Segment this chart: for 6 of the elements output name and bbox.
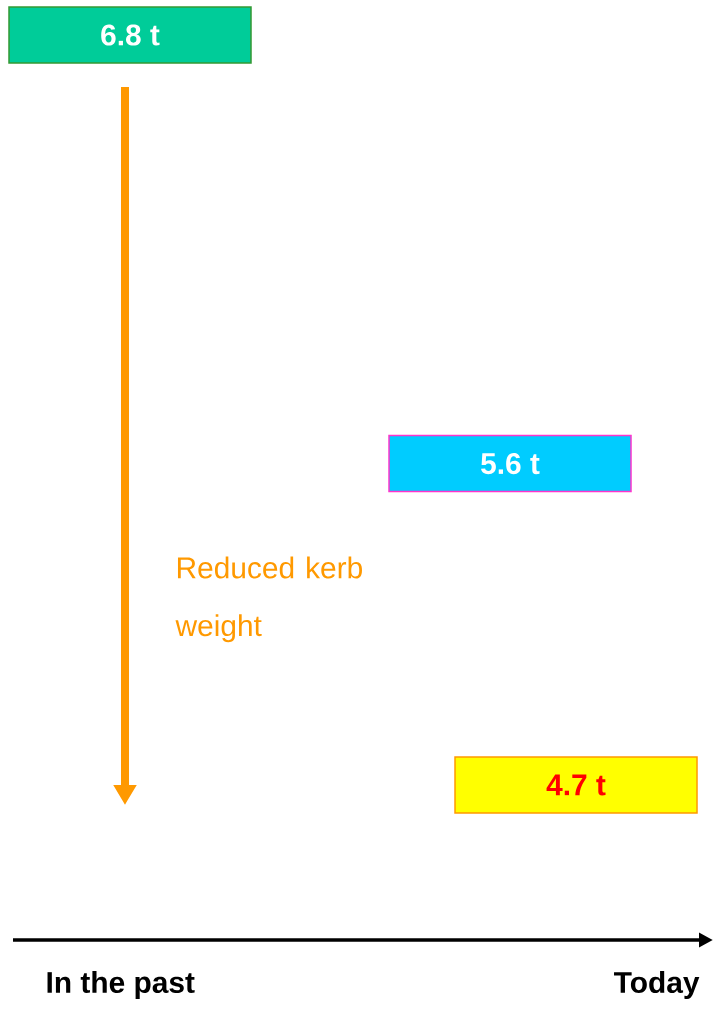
- data-label: 4.7 t: [546, 774, 606, 796]
- text: Today: [614, 971, 700, 999]
- data-label: 5.6 t: [481, 452, 540, 475]
- text: In the past: [47, 971, 195, 999]
- data-label: 6.8 t: [101, 24, 160, 46]
- text: Reduced kerb weight: [175, 556, 362, 643]
